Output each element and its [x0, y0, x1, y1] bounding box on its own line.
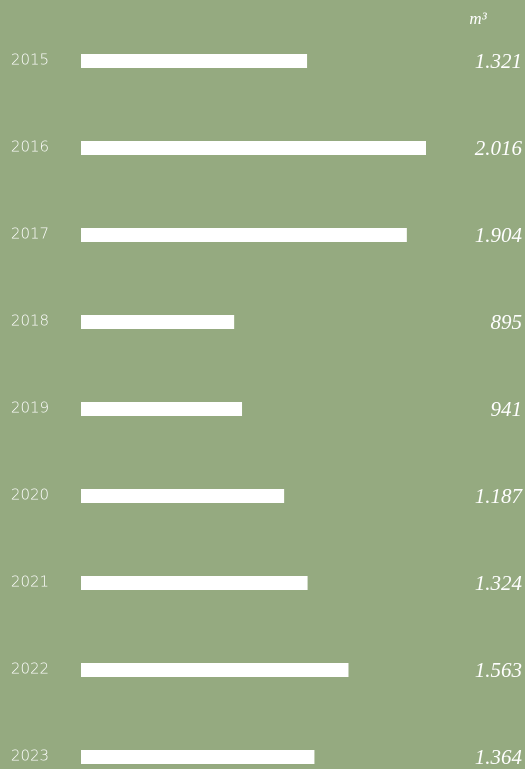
bar — [81, 576, 308, 590]
value-label: 1.321 — [475, 49, 522, 73]
bar — [81, 402, 243, 416]
value-label: 1.563 — [475, 658, 522, 682]
value-label: 2.016 — [475, 136, 523, 160]
year-label: 2022 — [11, 660, 49, 678]
value-label: 941 — [491, 397, 523, 421]
year-label: 2019 — [11, 399, 49, 417]
value-label: 1.904 — [475, 223, 523, 247]
year-label: 2015 — [11, 51, 49, 69]
bar — [81, 489, 285, 503]
value-label: 1.324 — [475, 571, 523, 595]
bar — [81, 228, 407, 242]
bar — [81, 141, 426, 155]
value-label: 1.187 — [475, 484, 524, 508]
bar — [81, 663, 349, 677]
value-label: 895 — [491, 310, 523, 334]
year-label: 2020 — [11, 486, 49, 504]
bar — [81, 750, 315, 764]
year-label: 2018 — [11, 312, 49, 330]
bar — [81, 315, 235, 329]
bar — [81, 54, 308, 68]
unit-label: m³ — [469, 9, 487, 28]
year-label: 2016 — [11, 138, 49, 156]
year-label: 2021 — [11, 573, 49, 591]
year-label: 2023 — [11, 747, 49, 765]
year-label: 2017 — [11, 225, 49, 243]
value-label: 1.364 — [475, 745, 523, 769]
